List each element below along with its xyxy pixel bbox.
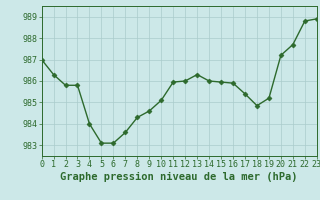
X-axis label: Graphe pression niveau de la mer (hPa): Graphe pression niveau de la mer (hPa) (60, 172, 298, 182)
